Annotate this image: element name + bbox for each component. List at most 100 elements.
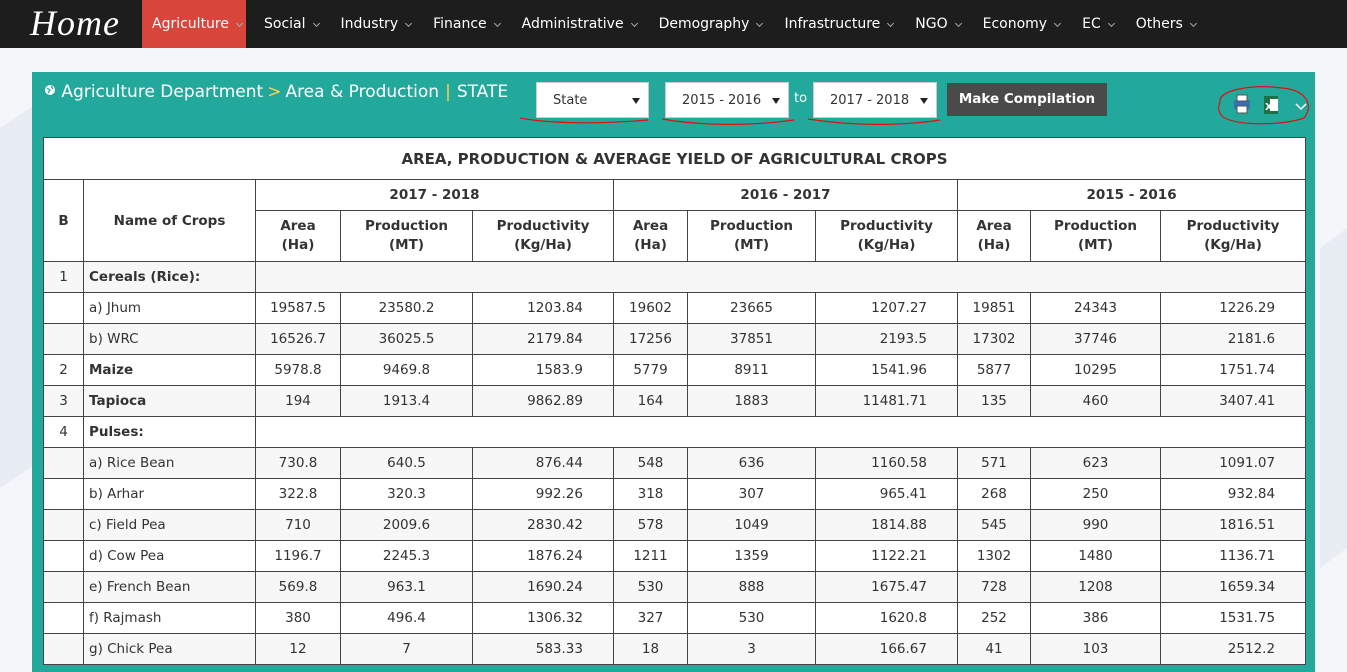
crop-name: a) Jhum	[83, 292, 256, 324]
value-cell: 41	[957, 633, 1031, 665]
value-cell: 11481.71	[815, 385, 958, 417]
value-cell: 252	[957, 602, 1031, 634]
annotation	[1218, 86, 1309, 125]
value-cell: 103	[1030, 633, 1161, 665]
value-cell: 3	[687, 633, 816, 665]
value-cell: 16526.7	[255, 323, 341, 355]
value-cell: 2181.6	[1159, 323, 1307, 355]
value-cell: 1203.84	[472, 292, 614, 324]
row-number	[43, 292, 84, 324]
to-select[interactable]: 2017 - 2018	[813, 82, 937, 118]
value-cell: 17256	[613, 323, 688, 355]
table-row: 1 Cereals (Rice):	[43, 261, 1307, 293]
value-cell: 37746	[1030, 323, 1161, 355]
value-cell: 1913.4	[340, 385, 473, 417]
value-cell: 1302	[957, 540, 1031, 572]
value-cell: 1208	[1030, 571, 1161, 603]
value-cell: 9862.89	[472, 385, 614, 417]
value-cell: 1480	[1030, 540, 1161, 572]
breadcrumb-level: STATE	[456, 82, 509, 102]
nav-item[interactable]: NGO	[905, 0, 964, 48]
value-cell: 932.84	[1159, 478, 1307, 510]
value-cell: 5779	[613, 354, 688, 386]
value-cell: 578	[613, 509, 688, 541]
row-number: 4	[43, 416, 84, 448]
header-cell: Name of Crops	[83, 179, 256, 262]
value-cell: 963.1	[340, 571, 473, 603]
nav-item[interactable]: Finance	[423, 0, 504, 48]
value-cell: 19587.5	[255, 292, 341, 324]
row-number	[43, 571, 84, 603]
crop-name: b) WRC	[83, 323, 256, 355]
value-cell: 2512.2	[1159, 633, 1307, 665]
table-row: 3 Tapioca 194 1913.4 9862.89 164 1883 11481.71 1…	[43, 385, 1307, 417]
nav-item[interactable]: Infrastructure	[774, 0, 897, 48]
value-cell: 545	[957, 509, 1031, 541]
table-row: 2 Maize 5978.8 9469.8 1583.9 5779 8911 1541.96 5…	[43, 354, 1307, 386]
nav-item[interactable]: Demography	[649, 0, 767, 48]
value-cell: 37851	[687, 323, 816, 355]
value-cell: 530	[613, 571, 688, 603]
value-cell: 1620.8	[815, 602, 958, 634]
table-row: d) Cow Pea 1196.7 2245.3 1876.24 1211 1359 112…	[43, 540, 1307, 572]
value-cell: 1690.24	[472, 571, 614, 603]
value-cell: 1306.32	[472, 602, 614, 634]
level-select[interactable]: State	[536, 82, 649, 118]
value-cell: 1814.88	[815, 509, 958, 541]
value-cell: 2179.84	[472, 323, 614, 355]
nav-item[interactable]: Others	[1126, 0, 1200, 48]
row-number	[43, 540, 84, 572]
value-cell: 640.5	[340, 447, 473, 479]
nav-item[interactable]: EC	[1072, 0, 1118, 48]
breadcrumb-section[interactable]: Area & Production	[285, 82, 440, 102]
value-cell: 166.67	[815, 633, 958, 665]
value-cell: 1207.27	[815, 292, 958, 324]
crop-name: f) Rajmash	[83, 602, 256, 634]
compile-button[interactable]: Make Compilation	[947, 83, 1107, 116]
value-cell: 3407.41	[1159, 385, 1307, 417]
value-cell: 36025.5	[340, 323, 473, 355]
header-row: B Name of Crops 2017 - 2018 2016 - 2017 2015…	[43, 179, 1307, 262]
annotations	[519, 117, 941, 125]
value-cell: 10295	[1030, 354, 1161, 386]
value-cell: 1876.24	[472, 540, 614, 572]
value-cell: 1675.47	[815, 571, 958, 603]
top-nav: Home Agriculture Social Industry Finance Adm…	[0, 0, 1347, 48]
value-cell: 320.3	[340, 478, 473, 510]
value-cell: 876.44	[472, 447, 614, 479]
value-cell: 1659.34	[1159, 571, 1307, 603]
value-cell: 1359	[687, 540, 816, 572]
print-icon[interactable]	[1234, 94, 1250, 114]
value-cell: 327	[613, 602, 688, 634]
table-row: c) Field Pea 710 2009.6 2830.42 578 1049 1814.…	[43, 509, 1307, 541]
subheader-row: Area (Ha) Production (MT) Productivity (Kg…	[44, 210, 1307, 262]
row-number	[43, 323, 84, 355]
nav-item[interactable]: Administrative	[512, 0, 641, 48]
table-container: AREA, PRODUCTION & AVERAGE YIELD OF AGRI…	[42, 137, 1307, 665]
empty-cell	[254, 261, 1307, 293]
value-cell: 17302	[957, 323, 1031, 355]
nav-item[interactable]: Agriculture	[142, 0, 246, 48]
panel: Agriculture Department > Area & Production…	[32, 72, 1315, 672]
crop-name: d) Cow Pea	[83, 540, 256, 572]
crop-name: Tapioca	[83, 385, 256, 417]
breadcrumb-department[interactable]: Agriculture Department	[61, 82, 264, 102]
value-cell: 268	[957, 478, 1031, 510]
excel-icon[interactable]: X	[1264, 96, 1278, 114]
from-select[interactable]: 2015 - 2016	[665, 82, 789, 118]
year-header: 2015 - 2016	[956, 179, 1307, 211]
value-cell: 1751.74	[1159, 354, 1307, 386]
nav-item[interactable]: Industry	[331, 0, 416, 48]
value-cell: 23580.2	[340, 292, 473, 324]
logo[interactable]: Home	[30, 3, 120, 43]
value-cell: 992.26	[472, 478, 614, 510]
subheader-cell: Production (MT)	[340, 210, 473, 262]
nav-item[interactable]: Social	[254, 0, 323, 48]
value-cell: 1122.21	[815, 540, 958, 572]
collapse-icon[interactable]	[1295, 103, 1307, 111]
value-cell: 19602	[613, 292, 688, 324]
subheader-cell: Area (Ha)	[255, 210, 341, 262]
nav-item[interactable]: Economy	[973, 0, 1064, 48]
value-cell: 19851	[957, 292, 1031, 324]
